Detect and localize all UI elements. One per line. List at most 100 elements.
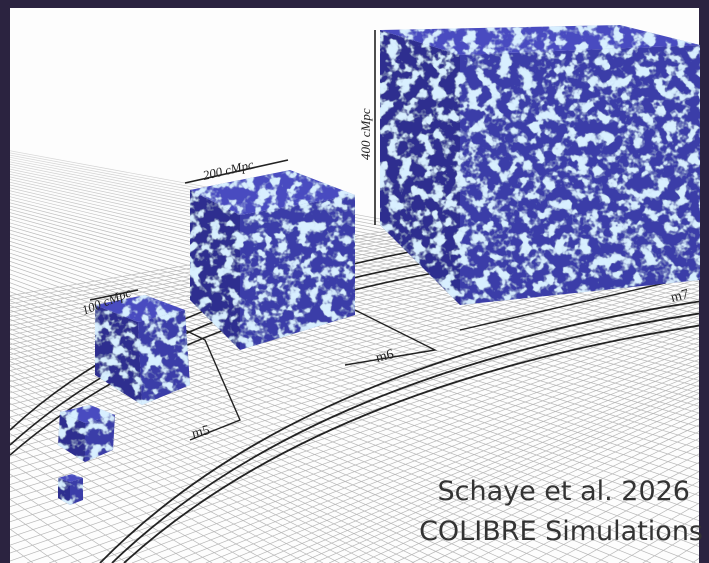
grid-line xyxy=(10,274,699,478)
grid-line xyxy=(344,402,699,563)
grid-line xyxy=(10,186,699,313)
cube-face xyxy=(240,195,355,350)
grid-line xyxy=(10,342,495,563)
grid-line xyxy=(10,306,699,538)
grid-line xyxy=(10,282,699,539)
grid-line xyxy=(487,453,699,563)
grid-line xyxy=(10,305,652,563)
grid-line xyxy=(10,241,699,457)
grid-line xyxy=(10,333,531,563)
grid-line xyxy=(10,291,699,556)
grid-line xyxy=(10,263,699,457)
grid-line xyxy=(10,265,699,505)
grid-line xyxy=(376,412,699,563)
grid-line xyxy=(169,354,699,563)
grid-line xyxy=(10,290,699,507)
grid-line xyxy=(285,384,699,563)
grid-line xyxy=(10,244,699,465)
grid-line xyxy=(10,390,340,563)
grid-line xyxy=(10,166,699,310)
grid-line xyxy=(10,315,699,554)
bracket xyxy=(344,309,438,366)
grid-line xyxy=(151,350,699,563)
grid-line xyxy=(10,314,609,563)
grid-line xyxy=(10,286,699,500)
grid-line xyxy=(10,199,699,375)
grid-line xyxy=(10,396,324,563)
grid-line xyxy=(111,341,699,563)
grid-line xyxy=(10,409,289,563)
grid-line xyxy=(328,397,699,563)
grid-line xyxy=(10,249,699,431)
cube-face xyxy=(460,45,700,305)
grid-line xyxy=(70,332,699,563)
grid-line xyxy=(10,433,233,563)
cube-face xyxy=(85,415,115,462)
grid-line xyxy=(188,358,699,563)
grid-line xyxy=(360,407,699,563)
grid-line xyxy=(10,370,401,563)
grid-line xyxy=(10,417,271,563)
cube-200 xyxy=(190,170,355,350)
cube-face xyxy=(60,405,115,423)
grid-line xyxy=(10,248,699,472)
grid-line xyxy=(10,451,192,563)
grid-line xyxy=(448,438,699,563)
grid-line xyxy=(10,319,699,562)
caption: Schaye et al. 2026 xyxy=(437,476,690,507)
grid-line xyxy=(10,256,699,488)
grid-line xyxy=(10,286,699,547)
grid-line xyxy=(10,252,699,480)
size-label: 400 cMpc xyxy=(358,108,373,160)
grid-line xyxy=(10,462,171,563)
grid-line xyxy=(10,424,252,563)
grid-line xyxy=(10,361,430,563)
grid-line xyxy=(10,273,699,521)
grid-line xyxy=(205,363,699,563)
cube-face xyxy=(380,25,700,55)
run-label: m6 xyxy=(374,347,395,366)
grid-line xyxy=(131,345,699,563)
grid-line xyxy=(10,318,589,563)
grid-line xyxy=(222,367,699,563)
cube-face xyxy=(190,190,240,350)
grid-line xyxy=(10,252,699,437)
grid-line xyxy=(10,237,699,450)
grid-line xyxy=(10,183,699,309)
grid-line xyxy=(10,188,699,317)
grid-line xyxy=(10,193,699,363)
cube-face xyxy=(95,305,142,405)
grid-line xyxy=(10,379,372,563)
grid-line xyxy=(411,424,699,563)
grid-line xyxy=(255,376,699,563)
grid-line xyxy=(10,226,699,388)
arc xyxy=(111,312,699,563)
grid-line xyxy=(10,232,699,400)
grid-line xyxy=(10,295,696,563)
grid-line xyxy=(10,311,699,546)
run-label: m7 xyxy=(669,287,690,306)
grid-line xyxy=(10,374,386,563)
cube-face xyxy=(70,478,83,505)
cube-face xyxy=(138,310,190,405)
grid-line xyxy=(10,223,699,382)
grid-line xyxy=(10,337,512,563)
grid-line xyxy=(10,190,699,357)
grid-line xyxy=(270,380,699,563)
grid-line xyxy=(10,260,699,496)
grid-line xyxy=(393,418,699,563)
grid-line xyxy=(10,347,478,563)
grid-line xyxy=(10,300,674,563)
arc xyxy=(99,300,699,563)
grid-line xyxy=(10,282,699,493)
grid-line xyxy=(10,196,699,369)
grid-line xyxy=(10,402,307,563)
grid-line xyxy=(10,278,699,485)
cube-100 xyxy=(95,295,190,405)
grid-line xyxy=(10,356,445,563)
grid-line xyxy=(239,371,699,563)
grid-line xyxy=(10,159,699,296)
grid-line xyxy=(10,298,699,523)
grid-line xyxy=(10,323,569,563)
